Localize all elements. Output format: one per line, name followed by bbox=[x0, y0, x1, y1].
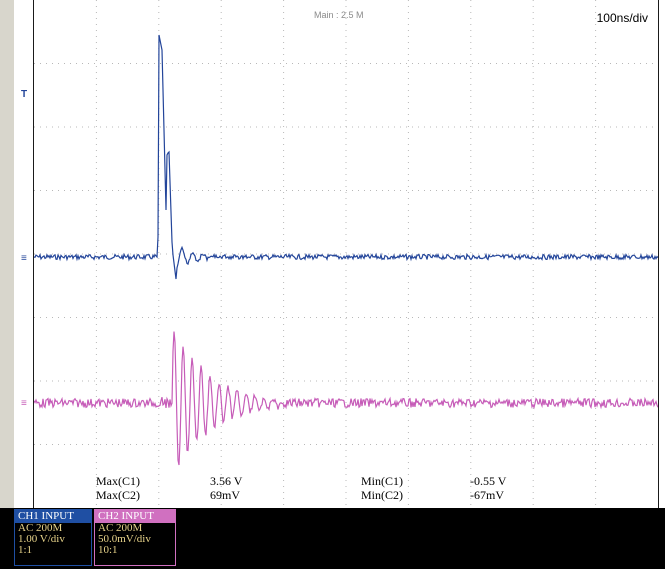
ch1-ground-marker[interactable]: ≡ bbox=[21, 253, 27, 264]
ch2-ground-marker[interactable]: ≡ bbox=[21, 398, 27, 409]
ch1-info-box[interactable]: CH1 INPUT AC 200M 1.00 V/div 1:1 bbox=[14, 509, 92, 566]
ch2-probe: 10:1 bbox=[98, 544, 118, 556]
ch2-info-box[interactable]: CH2 INPUT AC 200M 50.0mV/div 10:1 bbox=[94, 509, 176, 566]
measurement-value: -67mV bbox=[470, 488, 504, 502]
ch2-title: CH2 INPUT bbox=[95, 510, 175, 523]
acquisition-label: Main : 2.5 M bbox=[314, 10, 364, 20]
ch1-scale: 1.00 V/div bbox=[18, 533, 65, 545]
measurement-value: -0.55 V bbox=[470, 474, 507, 488]
waveform-graticule bbox=[34, 0, 658, 508]
ch2-scale: 50.0mV/div bbox=[98, 533, 151, 545]
ch2-coupling: AC 200M bbox=[98, 522, 143, 534]
timebase-label: 100ns/div bbox=[596, 11, 648, 25]
measurement-value: 3.56 V bbox=[210, 474, 243, 488]
ch2-waveform bbox=[34, 331, 658, 466]
ch1-probe: 1:1 bbox=[18, 544, 33, 556]
measurement-label: Min(C2) bbox=[361, 488, 403, 502]
measurement-label: Max(C1) bbox=[96, 474, 140, 488]
trigger-level-label: T bbox=[21, 89, 28, 100]
ch1-coupling: AC 200M bbox=[18, 522, 63, 534]
measurement-value: 69mV bbox=[210, 488, 240, 502]
left-marker-strip bbox=[0, 0, 14, 508]
channel-info-bar: CH1 INPUT AC 200M 1.00 V/div 1:1 CH2 INP… bbox=[0, 508, 665, 569]
ch1-title: CH1 INPUT bbox=[15, 510, 91, 523]
measurement-label: Min(C1) bbox=[361, 474, 403, 488]
waveform-screen[interactable]: Main : 2.5 M 100ns/div Max(C1) 3.56 V Mi… bbox=[33, 0, 659, 508]
trigger-level-marker[interactable]: T bbox=[21, 89, 27, 100]
ch1-waveform bbox=[34, 34, 658, 280]
measurement-label: Max(C2) bbox=[96, 488, 140, 502]
